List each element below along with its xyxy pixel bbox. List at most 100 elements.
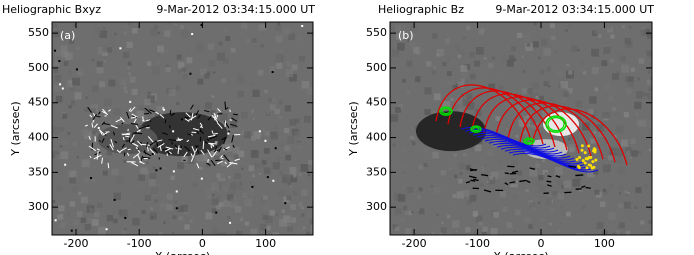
noise (634, 206, 637, 209)
speck (189, 73, 191, 75)
noise (167, 193, 173, 199)
noise (556, 70, 563, 77)
noise (615, 170, 617, 172)
speck (272, 71, 274, 73)
noise (184, 224, 189, 229)
noise (235, 173, 241, 179)
noise (157, 45, 164, 52)
noise (546, 227, 549, 230)
noise (417, 208, 420, 211)
noise (480, 183, 484, 187)
noise (138, 174, 145, 181)
noise (68, 171, 74, 177)
noise (82, 129, 89, 136)
noise (60, 145, 62, 147)
noise (67, 132, 70, 135)
yellow-dot (575, 158, 578, 161)
noise (244, 199, 252, 207)
noise (216, 156, 219, 159)
noise (53, 23, 57, 27)
noise (123, 31, 126, 34)
noise (251, 150, 259, 158)
noise (60, 222, 66, 228)
noise (239, 231, 242, 234)
noise (216, 173, 220, 177)
noise (452, 220, 460, 228)
noise (68, 213, 70, 215)
noise (592, 67, 599, 74)
noise (395, 208, 401, 214)
noise (642, 96, 648, 102)
noise (473, 211, 478, 216)
noise (169, 89, 176, 96)
noise (407, 91, 411, 95)
noise (507, 60, 514, 67)
noise (539, 96, 543, 100)
noise (624, 202, 631, 209)
noise (612, 73, 619, 80)
noise (597, 222, 604, 229)
noise (393, 138, 400, 145)
noise (461, 79, 464, 82)
noise (280, 50, 282, 52)
noise (85, 96, 88, 99)
field-vector (181, 145, 182, 147)
noise (249, 189, 255, 195)
noise (511, 178, 517, 184)
noise (154, 25, 158, 29)
noise (200, 167, 203, 170)
noise (419, 48, 424, 53)
noise (56, 96, 62, 102)
noise (104, 60, 106, 62)
noise (498, 170, 506, 178)
noise (527, 43, 531, 47)
noise (217, 195, 221, 199)
noise (248, 183, 252, 187)
noise (299, 202, 303, 206)
noise (630, 156, 632, 158)
noise (176, 102, 179, 105)
noise (403, 219, 405, 221)
noise (113, 108, 120, 115)
noise (635, 187, 641, 193)
noise (490, 172, 493, 175)
y-tick-label: 550 (366, 26, 387, 39)
noise (423, 163, 427, 167)
noise (648, 87, 652, 91)
noise (449, 204, 451, 206)
noise (92, 85, 99, 92)
noise (523, 34, 530, 41)
noise (470, 195, 477, 202)
noise (149, 179, 156, 186)
noise (89, 203, 92, 206)
noise (82, 159, 90, 167)
noise (253, 118, 255, 120)
noise (419, 187, 423, 191)
noise (515, 135, 518, 138)
noise (616, 126, 624, 134)
noise (73, 219, 79, 225)
noise (564, 180, 572, 188)
noise (447, 58, 451, 62)
noise (604, 84, 610, 90)
noise (264, 148, 270, 154)
noise (463, 37, 465, 39)
noise (153, 166, 156, 169)
noise (54, 31, 60, 37)
noise (128, 72, 131, 75)
noise (279, 171, 282, 174)
noise (502, 207, 507, 212)
noise (619, 192, 621, 194)
speck (90, 177, 92, 179)
noise (283, 28, 291, 36)
noise (512, 159, 518, 165)
noise (649, 149, 651, 151)
noise (182, 67, 187, 72)
noise (94, 28, 101, 35)
noise (293, 174, 296, 177)
noise (626, 151, 630, 155)
noise (97, 202, 102, 207)
speck (251, 186, 253, 188)
speck (160, 167, 162, 169)
noise (469, 52, 475, 58)
